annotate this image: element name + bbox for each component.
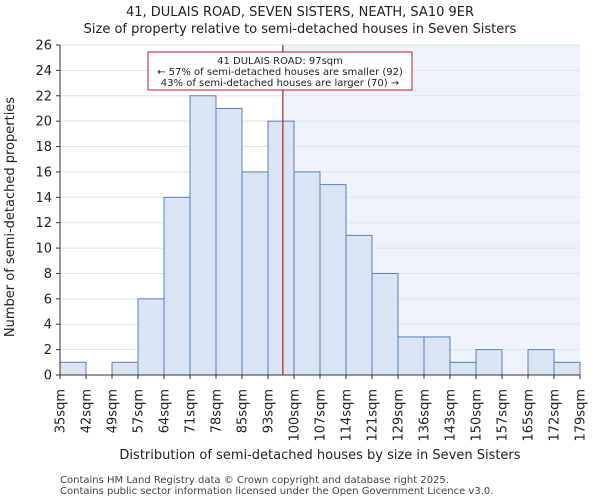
bar-114sqm [345, 234, 373, 376]
x-axis-label: Distribution of semi-detached houses by … [119, 448, 520, 463]
x-tick-label: 49sqm [106, 389, 121, 433]
bar-136sqm [423, 336, 451, 376]
y-tick-label: 6 [44, 292, 52, 307]
y-tick-label: 18 [35, 140, 52, 155]
bar-165sqm [527, 349, 555, 376]
y-tick-label: 24 [35, 64, 52, 79]
footer-copyright: Contains HM Land Registry data © Crown c… [60, 475, 449, 486]
x-tick-label: 179sqm [574, 389, 589, 442]
y-tick-label: 16 [35, 165, 52, 180]
x-tick-label: 143sqm [444, 389, 459, 442]
bar-85sqm [241, 171, 269, 376]
footer-licence: Contains public sector information licen… [60, 486, 494, 497]
x-tick-label: 85sqm [236, 389, 251, 433]
y-tick-label: 12 [35, 216, 52, 231]
x-tick-label: 93sqm [262, 389, 277, 433]
bar-49sqm [111, 361, 139, 376]
x-tick-label: 100sqm [288, 389, 303, 442]
chart-subtitle: Size of property relative to semi-detach… [84, 22, 517, 37]
bar-35sqm [59, 361, 87, 376]
y-tick-label: 10 [35, 242, 52, 257]
x-tick-label: 71sqm [184, 389, 199, 433]
bar-129sqm [397, 336, 425, 376]
annotation-box [147, 51, 413, 91]
y-axis-label: Number of semi-detached properties [3, 97, 18, 337]
x-tick-label: 150sqm [470, 389, 485, 442]
x-tick-label: 78sqm [210, 389, 225, 433]
chart-title: 41, DULAIS ROAD, SEVEN SISTERS, NEATH, S… [126, 5, 474, 20]
bar-121sqm [371, 272, 399, 376]
x-tick-label: 42sqm [80, 389, 95, 433]
x-tick-label: 114sqm [340, 389, 355, 442]
x-tick-label: 64sqm [158, 389, 173, 433]
y-tick-label: 4 [44, 318, 52, 333]
x-tick-label: 165sqm [522, 389, 537, 442]
x-tick-label: 157sqm [496, 389, 511, 442]
y-tick-label: 2 [44, 343, 52, 358]
x-tick-label: 35sqm [54, 389, 69, 433]
bar-71sqm [189, 95, 217, 376]
annotation-line-3: 43% of semi-detached houses are larger (… [161, 78, 399, 89]
bar-172sqm [553, 361, 581, 376]
bar-150sqm [475, 349, 503, 376]
bar-107sqm [319, 184, 347, 376]
bar-143sqm [449, 361, 477, 376]
x-tick-label: 121sqm [366, 389, 381, 442]
bar-64sqm [163, 196, 191, 376]
annotation-line-2: ← 57% of semi-detached houses are smalle… [157, 67, 403, 78]
marker-annotation: 41 DULAIS ROAD: 97sqm ← 57% of semi-deta… [147, 51, 413, 91]
y-tick-label: 8 [44, 267, 52, 282]
y-tick-label: 0 [44, 369, 52, 384]
y-tick-label: 22 [35, 89, 52, 104]
annotation-line-1: 41 DULAIS ROAD: 97sqm [217, 56, 343, 67]
x-tick-label: 136sqm [418, 389, 433, 442]
x-tick-label: 172sqm [548, 389, 563, 442]
y-tick-label: 26 [35, 39, 52, 54]
bar-93sqm [267, 120, 295, 376]
x-tick-label: 129sqm [392, 389, 407, 442]
bar-78sqm [215, 107, 243, 376]
bar-100sqm [293, 171, 321, 376]
y-tick-label: 20 [35, 115, 52, 130]
x-tick-label: 57sqm [132, 389, 147, 433]
y-tick-label: 14 [35, 191, 52, 206]
x-tick-label: 107sqm [314, 389, 329, 442]
bar-57sqm [137, 298, 165, 376]
